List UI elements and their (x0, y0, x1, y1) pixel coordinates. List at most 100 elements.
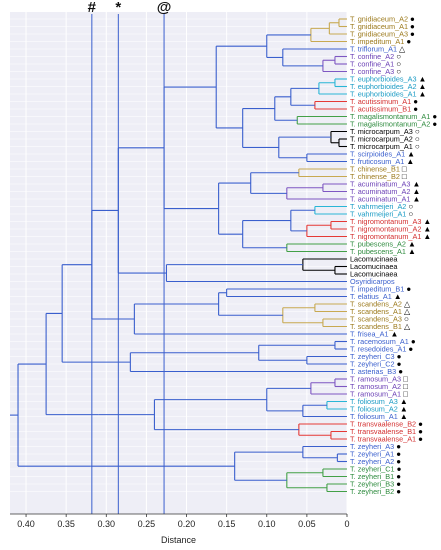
branches (10, 18, 347, 493)
leaf-name: T. euphorbioides_A2 (350, 82, 417, 91)
leaf-label: T. gnidiaceum_A3 ● (350, 30, 415, 39)
leaf-label: T. asterias_B3 ● (350, 367, 403, 376)
leaf-marker-icon: ○ (396, 67, 401, 76)
leaf-name: T. foliosum_A3 (350, 397, 398, 406)
leaf-label: T. ramosum_A1 □ (350, 390, 408, 399)
leaf-marker-icon: △ (404, 322, 411, 331)
leaf-name: T. acutissimum_B1 (350, 105, 411, 114)
leaf-label: T. acuminatum_A3 ▲ (350, 180, 420, 189)
leaf-name: T. chinense_B1 (350, 165, 400, 174)
leaf-name: T. triflorum_A1 (350, 45, 397, 54)
leaf-label: T. gnidiaceum_A2 ● (350, 15, 415, 24)
leaf-marker-icon: ● (408, 345, 413, 354)
leaf-marker-icon: ▲ (394, 292, 402, 301)
leaf-marker-icon: △ (404, 300, 411, 309)
x-axis: 0.40 0.35 0.30 0.25 0.20 0.15 0.10 0.05 0 (10, 513, 350, 529)
leaf-name: Osyridicarpos (350, 277, 395, 286)
leaf-name: T. zeyheri_B2 (350, 487, 394, 496)
leaf-label: T. euphorbioides_A2 ▲ (350, 82, 426, 91)
leaf-name: T. chinense_B2 (350, 172, 400, 181)
leaf-marker-icon: ● (410, 22, 415, 31)
leaf-label: T. microcarpum_A3 ○ (350, 127, 420, 136)
leaf-marker-icon: ● (406, 37, 411, 46)
leaf-label: T. vahrmeijeri_A1 ○ (350, 210, 413, 219)
leaf-marker-icon: ● (418, 427, 423, 436)
leaf-label: T. confine_A3 ○ (350, 67, 401, 76)
leaf-name: T. vahrmeijeri_A2 (350, 202, 406, 211)
leaf-name: T. zeyheri_A3 (350, 442, 394, 451)
leaf-label: T. transvaalense_A1 ● (350, 435, 423, 444)
leaf-label: Lacomucinaea (350, 270, 398, 279)
leaf-marker-icon: ○ (415, 135, 420, 144)
leaf-marker-icon: ▲ (400, 397, 408, 406)
leaf-marker-icon: ▲ (412, 180, 420, 189)
leaf-marker-icon: ● (418, 435, 423, 444)
leaf-name: T. gnidiaceum_A1 (350, 22, 408, 31)
leaf-name: T. magalismontanum_A2 (350, 120, 430, 129)
leaf-marker-icon: □ (403, 382, 408, 391)
leaf-marker-icon: ● (397, 352, 402, 361)
leaf-marker-icon: ○ (396, 52, 401, 61)
leaf-name: T. confine_A2 (350, 52, 394, 61)
leaf-label: T. zeyheri_A3 ● (350, 442, 401, 451)
leaf-label: T. magalismontanum_A2 ● (350, 120, 437, 129)
leaf-name: Lacomucinaea (350, 262, 398, 271)
leaf-label: Lacomucinaea (350, 255, 398, 264)
leaf-label: T. magalismontanum_A1 ● (350, 112, 437, 121)
leaf-label: T. zeyheri_B1 ● (350, 472, 401, 481)
leaf-marker-icon: ● (406, 285, 411, 294)
leaf-name: T. acuminatum_A2 (350, 187, 410, 196)
leaf-marker-icon: ● (397, 360, 402, 369)
leaf-label: T. transvaalense_B1 ● (350, 427, 423, 436)
leaf-name: T. transvaalense_A1 (350, 435, 416, 444)
leaf-marker-icon: ● (396, 480, 401, 489)
leaf-label: T. confine_A2 ○ (350, 52, 401, 61)
leaf-name: T. microcarpum_A1 (350, 142, 413, 151)
leaf-marker-icon: ● (396, 487, 401, 496)
leaf-name: Lacomucinaea (350, 270, 398, 279)
leaf-marker-icon: ● (411, 337, 416, 346)
leaf-name: T. acuminatum_A1 (350, 195, 410, 204)
leaf-name: T. microcarpum_A3 (350, 127, 413, 136)
x-tick-label: 0.25 (138, 519, 156, 529)
leaf-marker-icon: ▲ (408, 247, 416, 256)
leaf-label: T. racemosum_A1 ● (350, 337, 416, 346)
leaf-label: T. scandens_A2 △ (350, 300, 411, 309)
leaf-label: T. chinense_B1 □ (350, 165, 407, 174)
leaf-name: T. zeyheri_C1 (350, 465, 395, 474)
leaf-name: T. resedoides_A1 (350, 345, 406, 354)
leaf-name: T. magalismontanum_A1 (350, 112, 430, 121)
leaf-marker-icon: □ (403, 390, 408, 399)
leaf-name: T. elatius_A1 (350, 292, 392, 301)
leaf-label: T. frisea_A1 ▲ (350, 330, 398, 339)
leaf-label: T. confine_A1 ○ (350, 60, 401, 69)
leaf-name: T. vahrmeijeri_A1 (350, 210, 406, 219)
leaf-marker-icon: ▲ (412, 195, 420, 204)
leaf-name: T. zeyheri_B3 (350, 480, 394, 489)
leaf-label: T. impeditum_B1 ● (350, 285, 411, 294)
leaf-label: T. nigromontanum_A1 ▲ (350, 232, 431, 241)
leaf-marker-icon: ▲ (423, 217, 431, 226)
leaf-label: T. zeyheri_B3 ● (350, 480, 401, 489)
cut-line-label: * (115, 0, 121, 16)
leaf-name: T. zeyheri_B1 (350, 472, 394, 481)
leaf-name: T. foliosum_A2 (350, 405, 398, 414)
leaf-label: T. elatius_A1 ▲ (350, 292, 402, 301)
leaf-label: T. nigromontanum_A2 ▲ (350, 225, 431, 234)
leaf-name: T. microcarpum_A2 (350, 135, 413, 144)
leaf-label: T. pubescens_A2 ▲ (350, 240, 416, 249)
leaf-label: T. nigromontanum_A3 ▲ (350, 217, 431, 226)
leaf-marker-icon: ● (413, 105, 418, 114)
x-tick-label: 0.20 (178, 519, 196, 529)
leaf-name: T. scandens_B1 (350, 322, 402, 331)
leaf-name: T. ramosum_A2 (350, 382, 401, 391)
leaf-marker-icon: ▲ (419, 75, 427, 84)
x-tick-label: 0 (344, 519, 349, 529)
leaf-marker-icon: ○ (396, 60, 401, 69)
leaf-label: T. acuminatum_A2 ▲ (350, 187, 420, 196)
leaf-label: T. transvaalense_B2 ● (350, 420, 423, 429)
leaf-marker-icon: △ (404, 307, 411, 316)
cut-line-label: # (88, 0, 97, 16)
leaf-name: T. ramosum_A1 (350, 390, 401, 399)
